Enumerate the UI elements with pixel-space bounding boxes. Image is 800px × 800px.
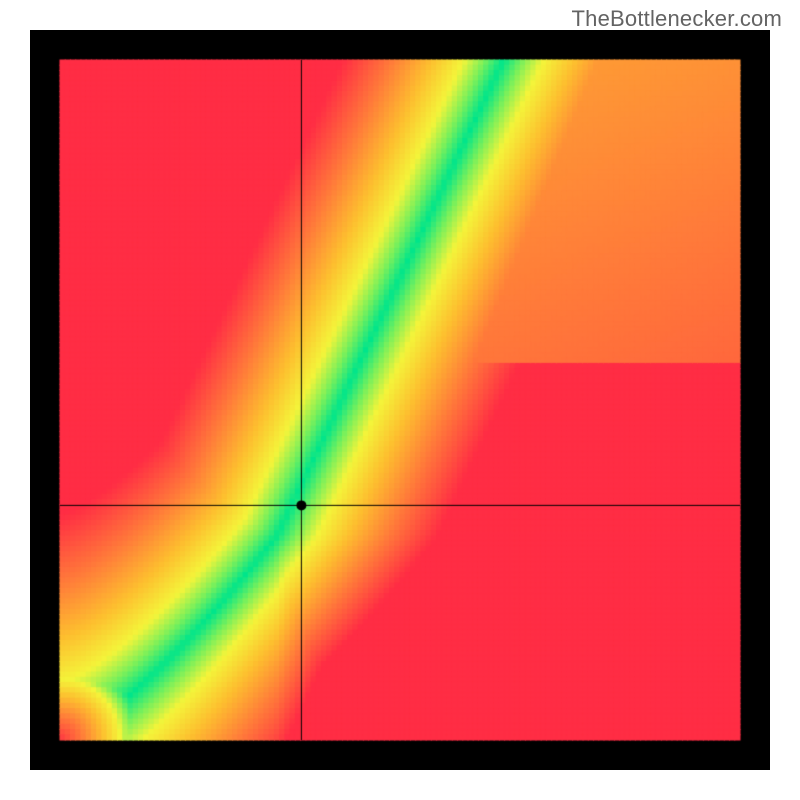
- watermark-text: TheBottlenecker.com: [572, 6, 782, 32]
- bottleneck-heatmap-chart: [30, 30, 770, 770]
- heatmap-canvas: [30, 30, 770, 770]
